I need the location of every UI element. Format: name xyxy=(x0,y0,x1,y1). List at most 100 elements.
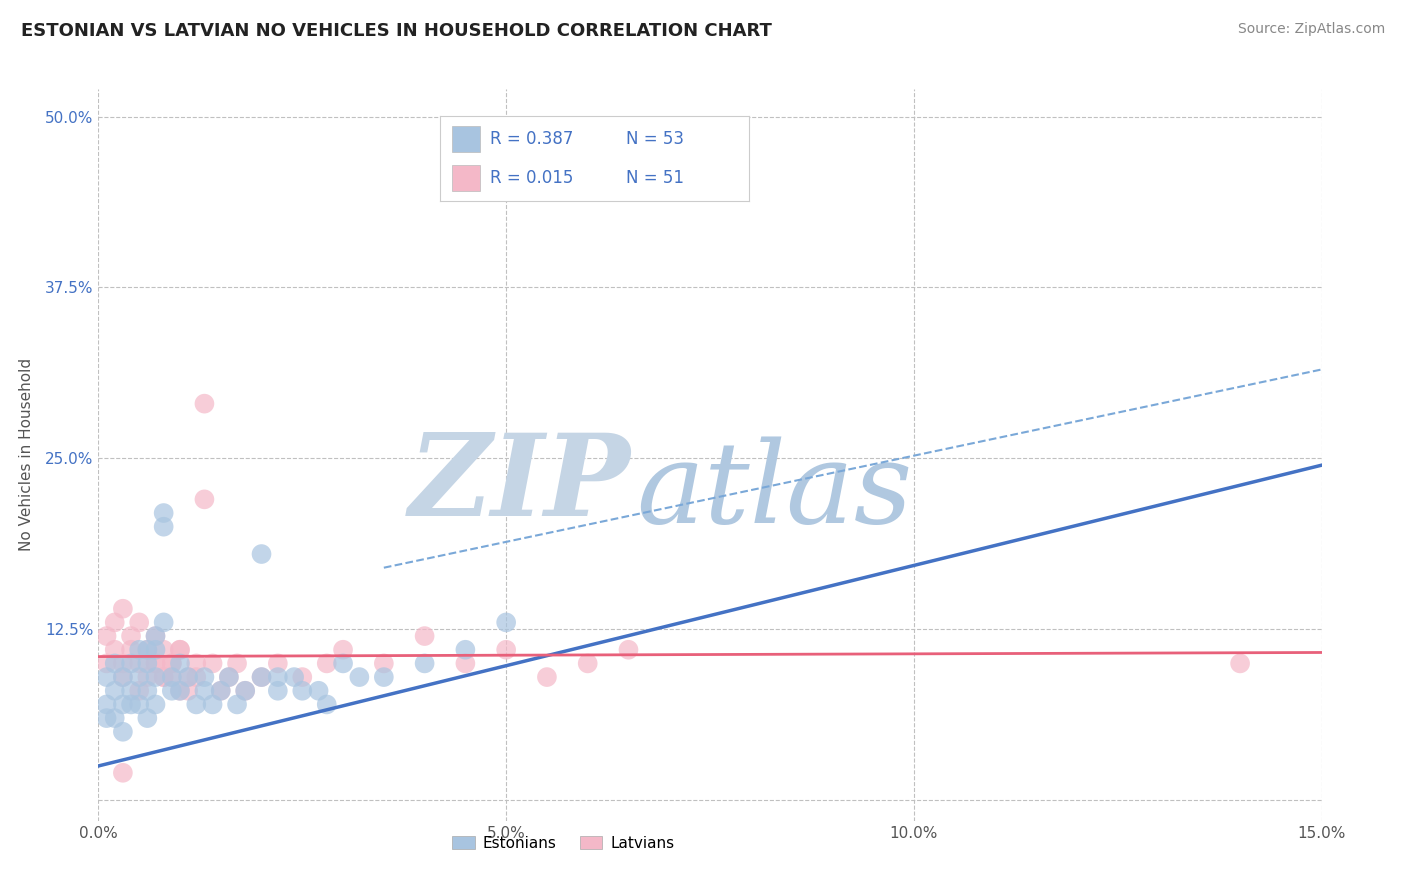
Point xyxy=(186,670,208,684)
Point xyxy=(136,683,159,698)
Point xyxy=(308,683,330,698)
Point xyxy=(120,683,142,698)
Point xyxy=(136,642,159,657)
Point xyxy=(233,683,256,698)
Point xyxy=(111,765,134,780)
Legend: Estonians, Latvians: Estonians, Latvians xyxy=(446,830,681,857)
Point xyxy=(373,657,395,671)
Point xyxy=(128,642,150,657)
Point xyxy=(218,670,240,684)
Point xyxy=(120,629,142,643)
Point xyxy=(315,698,337,712)
Point xyxy=(96,629,118,643)
Point xyxy=(120,657,142,671)
Text: R = 0.387: R = 0.387 xyxy=(489,130,572,148)
Point xyxy=(373,670,395,684)
Point xyxy=(267,670,290,684)
Text: N = 51: N = 51 xyxy=(626,169,683,186)
Text: ESTONIAN VS LATVIAN NO VEHICLES IN HOUSEHOLD CORRELATION CHART: ESTONIAN VS LATVIAN NO VEHICLES IN HOUSE… xyxy=(21,22,772,40)
Point xyxy=(536,670,558,684)
Point xyxy=(169,642,191,657)
Point xyxy=(169,642,191,657)
Point xyxy=(209,683,232,698)
Point xyxy=(315,657,337,671)
Point xyxy=(145,698,167,712)
Point xyxy=(128,698,150,712)
Point xyxy=(111,657,134,671)
Point xyxy=(169,683,191,698)
Point xyxy=(201,698,224,712)
Point xyxy=(111,724,134,739)
Point xyxy=(454,657,477,671)
Point xyxy=(128,657,150,671)
Point xyxy=(128,615,150,630)
Point xyxy=(104,683,127,698)
Point xyxy=(160,670,183,684)
Point xyxy=(145,642,167,657)
Point xyxy=(111,601,134,615)
Point xyxy=(291,670,314,684)
Point xyxy=(152,670,174,684)
Point xyxy=(169,683,191,698)
Point xyxy=(136,670,159,684)
Point xyxy=(120,698,142,712)
Point xyxy=(193,397,215,411)
Point xyxy=(136,642,159,657)
Point xyxy=(250,670,273,684)
Point xyxy=(177,670,200,684)
Point xyxy=(152,506,174,520)
Point xyxy=(145,657,167,671)
Point xyxy=(349,670,371,684)
Point xyxy=(283,670,305,684)
Point xyxy=(186,698,208,712)
Point xyxy=(291,683,314,698)
Point xyxy=(145,629,167,643)
Point xyxy=(576,657,599,671)
Point xyxy=(413,657,436,671)
Point xyxy=(111,670,134,684)
Text: N = 53: N = 53 xyxy=(626,130,683,148)
Point xyxy=(145,657,167,671)
Point xyxy=(160,657,183,671)
Text: ZIP: ZIP xyxy=(409,429,630,540)
Point xyxy=(332,642,354,657)
Point xyxy=(104,642,127,657)
Point xyxy=(160,683,183,698)
Point xyxy=(454,642,477,657)
FancyBboxPatch shape xyxy=(453,126,481,152)
Point xyxy=(152,642,174,657)
Text: atlas: atlas xyxy=(637,436,912,547)
Point xyxy=(250,547,273,561)
Point xyxy=(111,698,134,712)
Point xyxy=(145,629,167,643)
Point xyxy=(1229,657,1251,671)
Point xyxy=(193,492,215,507)
Point xyxy=(226,657,249,671)
Point xyxy=(145,670,167,684)
Point xyxy=(495,615,517,630)
Point xyxy=(413,629,436,643)
Point xyxy=(160,657,183,671)
Point xyxy=(209,683,232,698)
Point xyxy=(120,642,142,657)
Point xyxy=(218,670,240,684)
Text: R = 0.015: R = 0.015 xyxy=(489,169,572,186)
Point xyxy=(111,670,134,684)
Point xyxy=(495,642,517,657)
Point xyxy=(267,683,290,698)
Point xyxy=(177,683,200,698)
Point xyxy=(160,670,183,684)
Point xyxy=(96,670,118,684)
Point xyxy=(104,657,127,671)
Point xyxy=(152,615,174,630)
Text: Source: ZipAtlas.com: Source: ZipAtlas.com xyxy=(1237,22,1385,37)
Point xyxy=(152,670,174,684)
Point xyxy=(136,711,159,725)
Point xyxy=(201,657,224,671)
Point xyxy=(250,670,273,684)
FancyBboxPatch shape xyxy=(453,165,481,191)
Point xyxy=(96,711,118,725)
Y-axis label: No Vehicles in Household: No Vehicles in Household xyxy=(18,359,34,551)
Point xyxy=(128,670,150,684)
Point xyxy=(136,657,159,671)
